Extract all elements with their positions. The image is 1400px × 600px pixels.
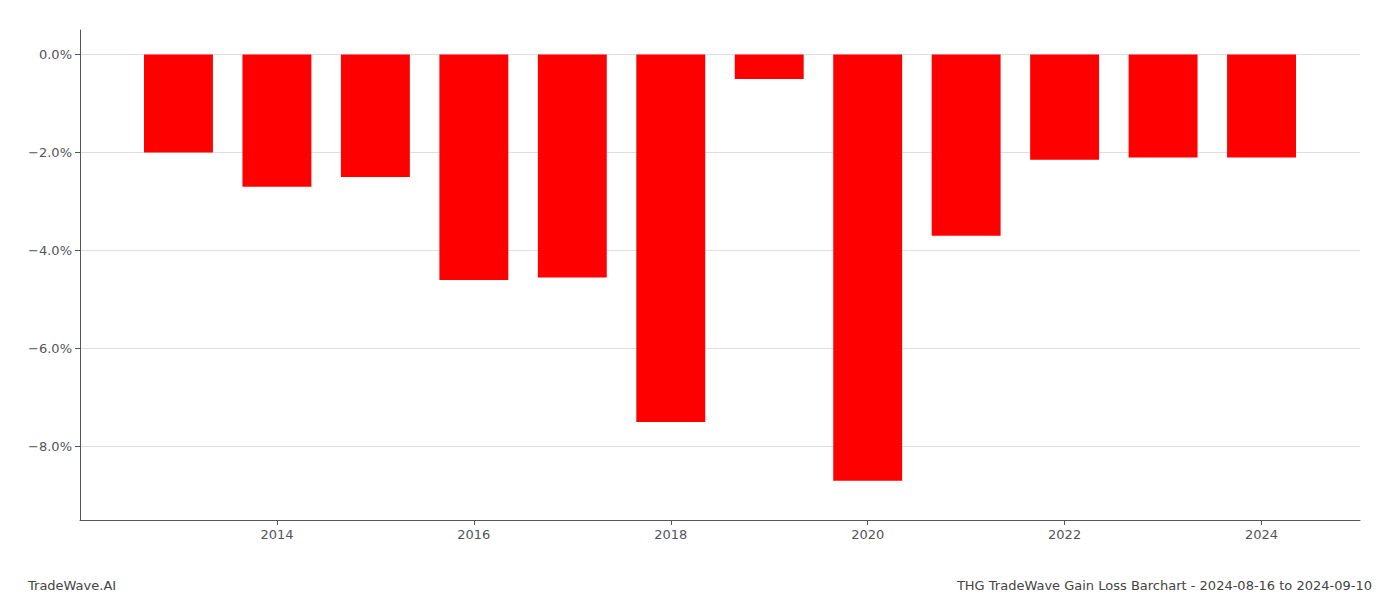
svg-text:2020: 2020 <box>851 527 884 542</box>
svg-text:2024: 2024 <box>1245 527 1278 542</box>
svg-text:2022: 2022 <box>1048 527 1081 542</box>
svg-text:−6.0%: −6.0% <box>28 341 72 356</box>
svg-text:THG TradeWave Gain Loss Barcha: THG TradeWave Gain Loss Barchart - 2024-… <box>956 578 1372 593</box>
svg-text:2018: 2018 <box>654 527 687 542</box>
svg-text:2014: 2014 <box>260 527 293 542</box>
svg-text:0.0%: 0.0% <box>39 47 72 62</box>
svg-text:2016: 2016 <box>457 527 490 542</box>
svg-text:TradeWave.AI: TradeWave.AI <box>27 578 116 593</box>
svg-text:−4.0%: −4.0% <box>28 243 72 258</box>
svg-text:−8.0%: −8.0% <box>28 439 72 454</box>
svg-text:−2.0%: −2.0% <box>28 145 72 160</box>
